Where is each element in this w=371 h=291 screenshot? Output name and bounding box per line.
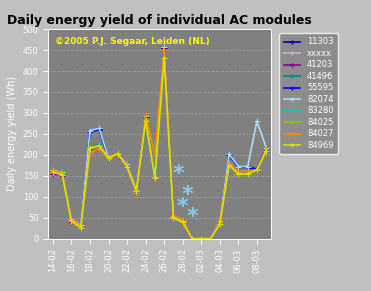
Text: *: *: [177, 197, 188, 217]
Title: Daily energy yield of individual AC modules: Daily energy yield of individual AC modu…: [7, 14, 312, 26]
Y-axis label: Daily energy yield (Wh): Daily energy yield (Wh): [7, 76, 17, 191]
Text: *: *: [186, 207, 198, 227]
Text: *: *: [172, 164, 184, 184]
Text: ©2005 P.J. Segaar, Leiden (NL): ©2005 P.J. Segaar, Leiden (NL): [55, 37, 210, 46]
Text: *: *: [181, 184, 193, 205]
Legend: 11303, xxxxx, 41203, 41496, 55595, 82074, 83280, 84025, 84027, 84969: 11303, xxxxx, 41203, 41496, 55595, 82074…: [279, 33, 338, 154]
